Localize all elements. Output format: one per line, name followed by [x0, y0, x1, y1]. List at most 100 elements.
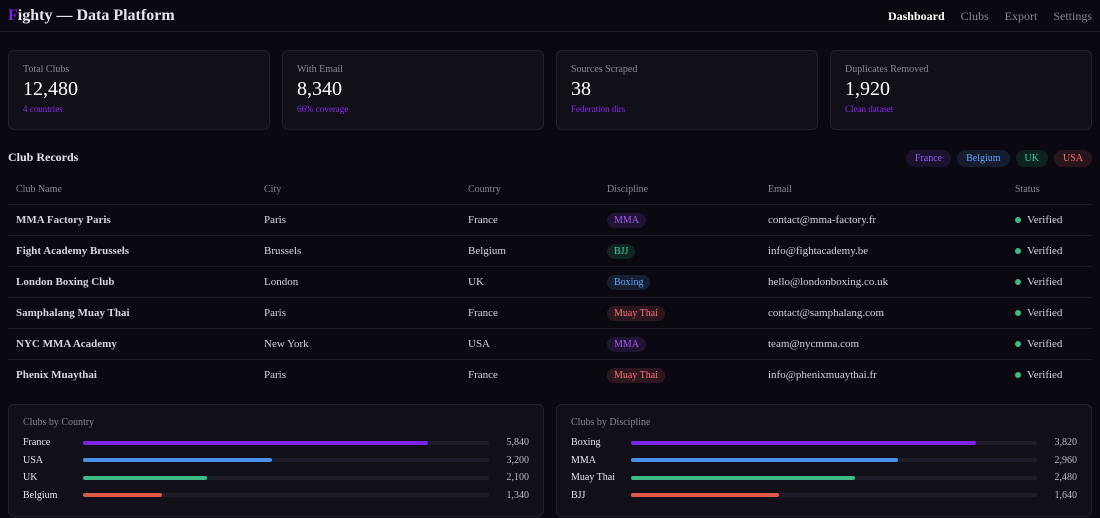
discipline-cell: Boxing	[599, 266, 760, 298]
bar-label: Belgium	[23, 489, 58, 501]
bar	[631, 458, 899, 463]
bar	[631, 475, 856, 480]
panels: Clubs by Country France 5,840 USA 3,200 UK 2,1…	[0, 390, 1100, 517]
bar	[631, 440, 977, 445]
table-row: NYC MMA Academy New York USA MMA team@nycmma…	[8, 328, 1092, 360]
bar-track	[83, 493, 489, 498]
country: Belgium	[460, 235, 599, 267]
status-cell: Verified	[1007, 359, 1092, 390]
nav-link[interactable]: Clubs	[960, 8, 989, 23]
bar-value: 5,840	[506, 437, 530, 449]
status: Verified	[1027, 369, 1063, 381]
bar-value: 2,960	[1054, 454, 1078, 466]
stat-value: 8,340	[297, 78, 342, 100]
bar-value: 3,820	[1054, 437, 1078, 449]
nav-link[interactable]: Export	[1004, 8, 1038, 23]
bar-label: Boxing	[571, 437, 601, 449]
table-row: Fight Academy Brussels Brussels Belgium BJJ…	[8, 235, 1092, 267]
stat-note: 4 countries	[23, 104, 63, 114]
stat-card: Total Clubs 12,480 4 countries	[8, 50, 270, 130]
club-name: NYC MMA Academy	[8, 328, 256, 360]
stat-label: Duplicates Removed	[845, 64, 929, 75]
discipline-cell: MMA	[599, 204, 760, 236]
panel-title: Clubs by Discipline	[571, 417, 651, 428]
column-header: Status	[1015, 183, 1040, 195]
bar-label: MMA	[571, 454, 597, 466]
city: Paris	[256, 204, 460, 236]
status-dot	[1015, 248, 1021, 254]
stat-card: Duplicates Removed 1,920 Clean dataset	[830, 50, 1092, 130]
bar	[83, 440, 429, 445]
bar-track	[83, 440, 489, 445]
email: hello@londonboxing.co.uk	[760, 266, 1007, 298]
stat-note: Clean dataset	[845, 104, 894, 114]
table-row: Phenix Muaythai Paris France Muay Thai info@…	[8, 359, 1092, 390]
club-name: Phenix Muaythai	[8, 359, 256, 390]
discipline-cell: Muay Thai	[599, 297, 760, 329]
bar-value: 2,480	[1054, 472, 1078, 484]
table-body: MMA Factory Paris Paris France MMA contact@m…	[8, 204, 1092, 390]
nav: Dashboard Clubs Export Settings	[872, 7, 1092, 25]
column-header: City	[264, 183, 282, 195]
chart-panel: Clubs by Country France 5,840 USA 3,200 UK 2,1…	[8, 404, 544, 517]
table-row: Samphalang Muay Thai Paris France Muay Thai…	[8, 297, 1092, 329]
city: Brussels	[256, 235, 460, 267]
bar-label: France	[23, 437, 51, 449]
country: France	[460, 297, 599, 329]
discipline-pill: MMA	[607, 336, 647, 352]
bar-label: USA	[23, 454, 44, 466]
bar-track	[83, 458, 489, 463]
filter-pill[interactable]: USA	[1053, 150, 1092, 167]
status: Verified	[1027, 338, 1063, 350]
discipline-pill: BJJ	[607, 243, 636, 259]
bar	[631, 493, 780, 498]
email: contact@samphalang.com	[760, 297, 1007, 329]
stat-label: Total Clubs	[23, 64, 70, 75]
status-cell: Verified	[1007, 266, 1092, 298]
filter-pill[interactable]: Belgium	[957, 150, 1010, 167]
brand-initial: F	[8, 6, 18, 24]
bar-value: 1,640	[1054, 489, 1078, 501]
bar-row: BJJ 1,640	[571, 487, 1077, 505]
status-cell: Verified	[1007, 235, 1092, 267]
email: team@nycmma.com	[760, 328, 1007, 360]
stat-card: With Email 8,340 66% coverage	[282, 50, 544, 130]
header: Fighty — Data Platform Dashboard Clubs Exp…	[0, 0, 1100, 32]
header-row: Club Name City Country Discipline Email Statu…	[8, 174, 1092, 205]
panel-title: Clubs by Country	[23, 417, 95, 428]
bar-row: Belgium 1,340	[23, 487, 529, 505]
discipline-cell: Muay Thai	[599, 359, 760, 390]
status-dot	[1015, 310, 1021, 316]
brand-text: ighty — Data Platform	[17, 6, 175, 24]
email: info@phenixmuaythai.fr	[760, 359, 1007, 390]
status: Verified	[1027, 276, 1063, 288]
bar	[83, 493, 163, 498]
filter-pill[interactable]: UK	[1015, 150, 1048, 167]
bar-row: UK 2,100	[23, 469, 529, 487]
stat-note: Federation dirs	[571, 104, 626, 114]
city: New York	[256, 328, 460, 360]
club-name: London Boxing Club	[8, 266, 256, 298]
country: France	[460, 359, 599, 390]
club-name: Fight Academy Brussels	[8, 235, 256, 267]
discipline-cell: MMA	[599, 328, 760, 360]
bar-row: France 5,840	[23, 434, 529, 452]
discipline-cell: BJJ	[599, 235, 760, 267]
table-title: Club Records	[8, 150, 79, 164]
nav-link[interactable]: Dashboard	[887, 8, 945, 23]
stat-label: Sources Scraped	[571, 64, 638, 75]
city: Paris	[256, 297, 460, 329]
discipline-pill: Muay Thai	[607, 305, 665, 321]
bar-track	[83, 475, 489, 480]
filter-pill[interactable]: France	[905, 150, 952, 167]
city: London	[256, 266, 460, 298]
bar-track	[631, 458, 1037, 463]
column-header: Discipline	[607, 183, 649, 195]
column-header: Club Name	[16, 183, 62, 195]
country: UK	[460, 266, 599, 298]
country: France	[460, 204, 599, 236]
stat-label: With Email	[297, 64, 343, 75]
nav-link[interactable]: Settings	[1053, 8, 1092, 23]
brand: Fighty — Data Platform	[8, 7, 175, 25]
